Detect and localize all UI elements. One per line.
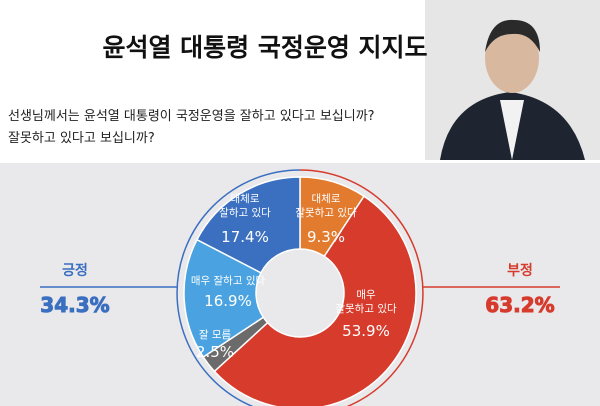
question: 선생님께서는 윤석열 대통령이 국정운영을 잘하고 있다고 보십니까? 잘못하고… <box>8 109 375 146</box>
value-label: 9.3% <box>306 228 346 246</box>
group-name: 긍정 <box>62 263 88 279</box>
title: 윤석열 대통령 국정운영 지지도 <box>102 33 428 62</box>
segment-label: 대체로 잘못하고 있다 <box>295 193 357 219</box>
segment-label: 매우 잘하고 있다 <box>190 275 266 287</box>
value-label: 2.5% <box>195 343 235 361</box>
group-ring <box>176 169 301 406</box>
value-label: 16.9% <box>204 292 252 310</box>
value-label: 17.4% <box>221 228 269 246</box>
group-value: 34.3% <box>40 293 110 318</box>
group-name: 부정 <box>507 263 533 279</box>
donut-segment <box>183 238 265 359</box>
group-value: 63.2% <box>485 293 555 318</box>
segment-label: 잘 모름 <box>198 329 232 341</box>
group-ring <box>299 169 424 406</box>
photo <box>425 0 600 160</box>
donut-segment <box>195 176 301 274</box>
segment-label: 대체로 잘하고 있다 <box>219 193 271 219</box>
segment-label: 매우 잘못하고 있다 <box>335 289 397 315</box>
value-label: 53.9% <box>342 322 390 340</box>
donut-segment <box>213 195 417 406</box>
